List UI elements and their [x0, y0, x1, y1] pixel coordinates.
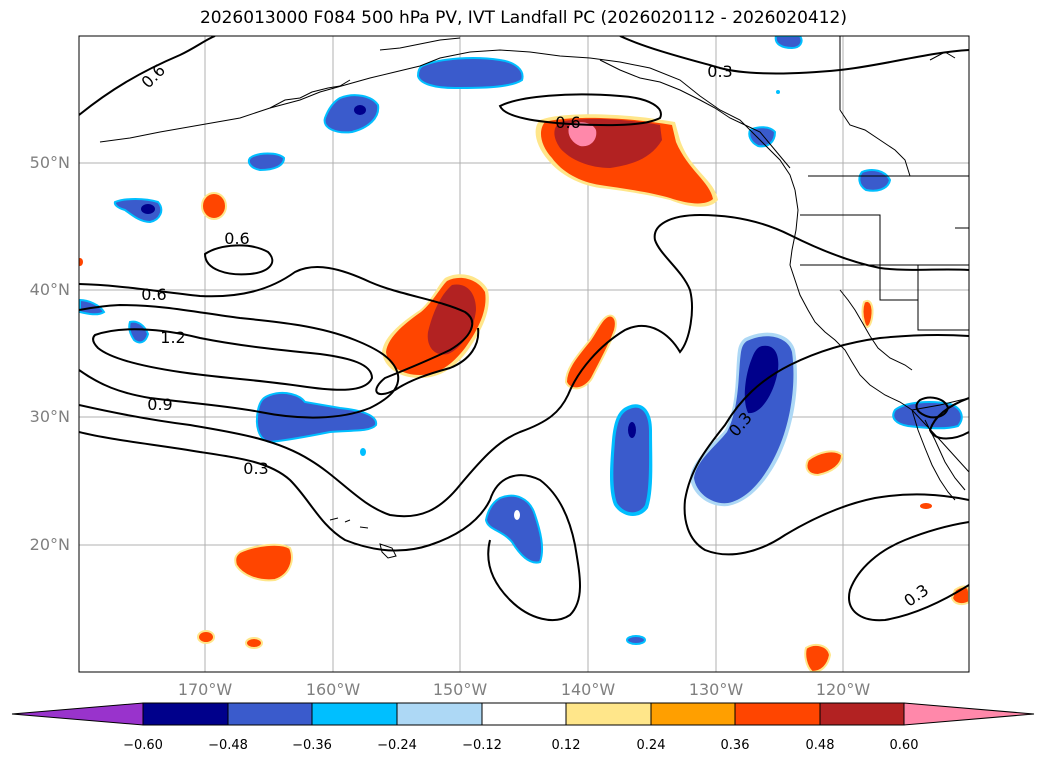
lon-label-130w: 130°W — [688, 680, 744, 699]
colorbar-tick: −0.48 — [208, 738, 248, 753]
lon-label-170w: 170°W — [177, 680, 233, 699]
colorbar-segment — [311, 702, 398, 726]
colorbar-tick: −0.60 — [123, 738, 163, 753]
colorbar-extend-high — [903, 702, 1035, 726]
contour-label: 0.6 — [224, 229, 249, 248]
lon-label-150w: 150°W — [432, 680, 488, 699]
colorbar-segment — [565, 702, 652, 726]
lat-label-50n: 50°N — [29, 153, 70, 172]
lat-label-20n: 20°N — [29, 535, 70, 554]
colorbar-segment — [734, 702, 821, 726]
contour-label: 0.6 — [555, 113, 580, 132]
map-title: 2026013000 F084 500 hPa PV, IVT Landfall… — [199, 8, 847, 28]
colorbar-tick: 0.60 — [889, 738, 919, 753]
colorbar-extend-low — [11, 702, 144, 726]
lat-label-30n: 30°N — [29, 407, 70, 426]
contour-label: 0.6 — [141, 285, 166, 304]
colorbar-segment — [819, 702, 905, 726]
colorbar-tick: 0.48 — [805, 738, 835, 753]
colorbar-tick: 0.12 — [551, 738, 581, 753]
map-area — [79, 36, 969, 672]
pv-positive-fills — [79, 114, 969, 672]
lon-label-120w: 120°W — [815, 680, 871, 699]
colorbar-tick: −0.12 — [462, 738, 502, 753]
ivt-contours — [79, 36, 969, 622]
colorbar-segment — [142, 702, 229, 726]
contour-label: 0.9 — [147, 395, 172, 414]
colorbar-segment — [396, 702, 483, 726]
colorbar-tick: −0.24 — [377, 738, 417, 753]
colorbar-segment — [650, 702, 736, 726]
colorbar — [11, 702, 1035, 726]
colorbar-segment — [481, 702, 567, 726]
colorbar-tick: 0.36 — [720, 738, 750, 753]
pv-negative-fills — [79, 36, 963, 645]
contour-label: 0.3 — [243, 459, 268, 478]
map-border — [78, 35, 970, 673]
contour-label: 1.2 — [160, 328, 185, 347]
lat-label-40n: 40°N — [29, 280, 70, 299]
coastlines — [99, 36, 969, 559]
lon-label-140w: 140°W — [560, 680, 616, 699]
lon-label-160w: 160°W — [305, 680, 361, 699]
contour-label: 0.3 — [707, 62, 732, 81]
colorbar-tick: 0.24 — [636, 738, 666, 753]
colorbar-segment — [227, 702, 313, 726]
colorbar-tick: −0.36 — [292, 738, 332, 753]
